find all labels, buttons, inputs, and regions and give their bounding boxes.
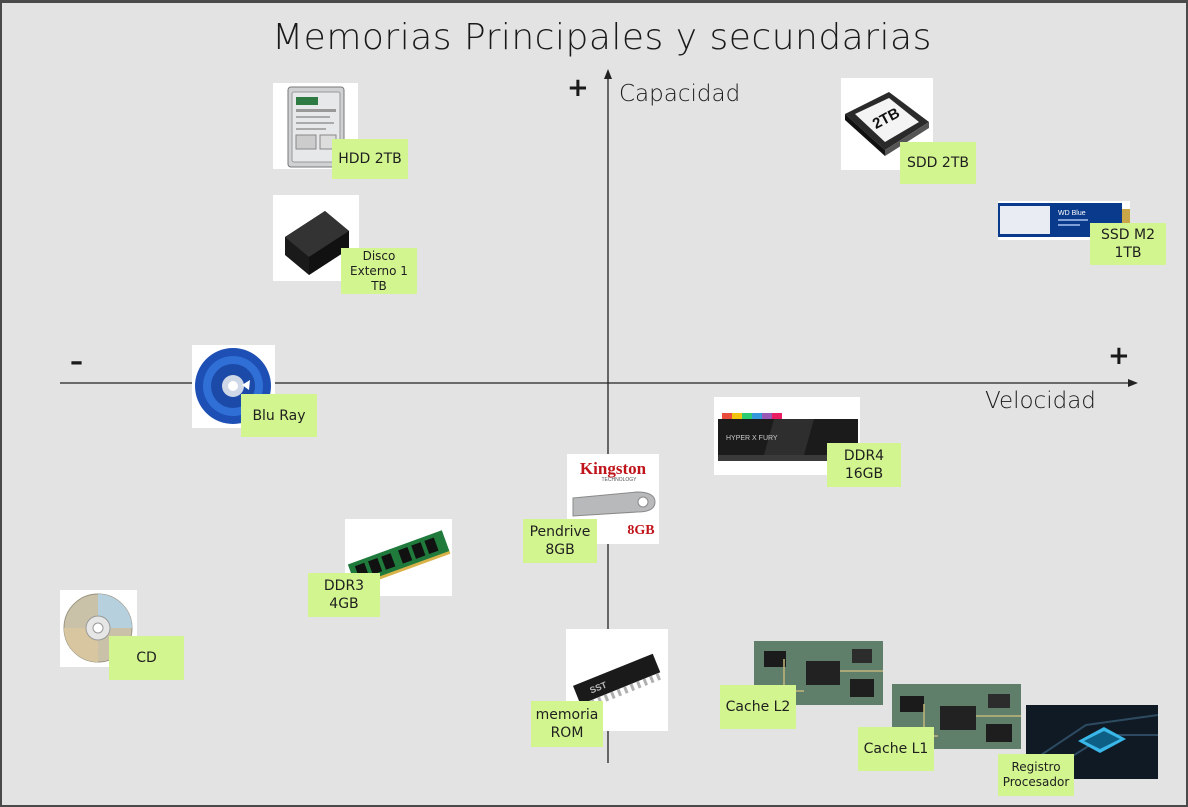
horizontal-axis-arrow: [1128, 379, 1138, 387]
hdd-note: HDD 2TB: [332, 139, 408, 179]
cache-l2-note: Cache L2: [720, 685, 796, 729]
usb-drive-icon: Kingston TECHNOLOGY 8GB: [567, 454, 659, 544]
vertical-axis-label: Capacidad: [619, 81, 741, 107]
external-disk-note: Disco Externo 1 TB: [341, 248, 417, 294]
ddr3-note: DDR3 4GB: [308, 573, 380, 617]
rom-note: memoria ROM: [531, 701, 603, 747]
ssd-note: SDD 2TB: [900, 142, 976, 184]
pendrive-size-text: 8GB: [627, 523, 654, 538]
pendrive-brand-sub: TECHNOLOGY: [601, 477, 637, 483]
ssd-m2-note: SSD M2 1TB: [1090, 223, 1166, 265]
ram-ddr4-icon: HYPER X FURY: [714, 397, 860, 475]
cd-disc-icon: [60, 590, 137, 667]
ddr4-image-text: HYPER X FURY: [726, 435, 778, 442]
horizontal-axis-label: Velocidad: [985, 388, 1096, 414]
registro-note: Registro Procesador: [998, 754, 1074, 796]
cd-note: CD: [109, 636, 184, 680]
diagram-title: Memorias Principales y secundarias: [272, 17, 932, 58]
pendrive-brand-text: Kingston: [580, 459, 647, 478]
pendrive-note: Pendrive 8GB: [523, 519, 597, 563]
bluray-note: Blu Ray: [241, 394, 317, 437]
vertical-plus-sign: +: [567, 73, 589, 103]
cache-l1-note: Cache L1: [858, 727, 934, 771]
vertical-axis-arrow: [604, 69, 612, 79]
horizontal-plus-sign: +: [1108, 341, 1130, 371]
ddr4-note: DDR4 16GB: [827, 443, 901, 487]
m2-image-text: WD Blue: [1058, 210, 1086, 217]
m2-ssd-icon: WD Blue: [998, 201, 1130, 240]
horizontal-minus-sign: –: [70, 347, 83, 377]
diagram-board: Memorias Principales y secundarias + Cap…: [2, 3, 1186, 805]
